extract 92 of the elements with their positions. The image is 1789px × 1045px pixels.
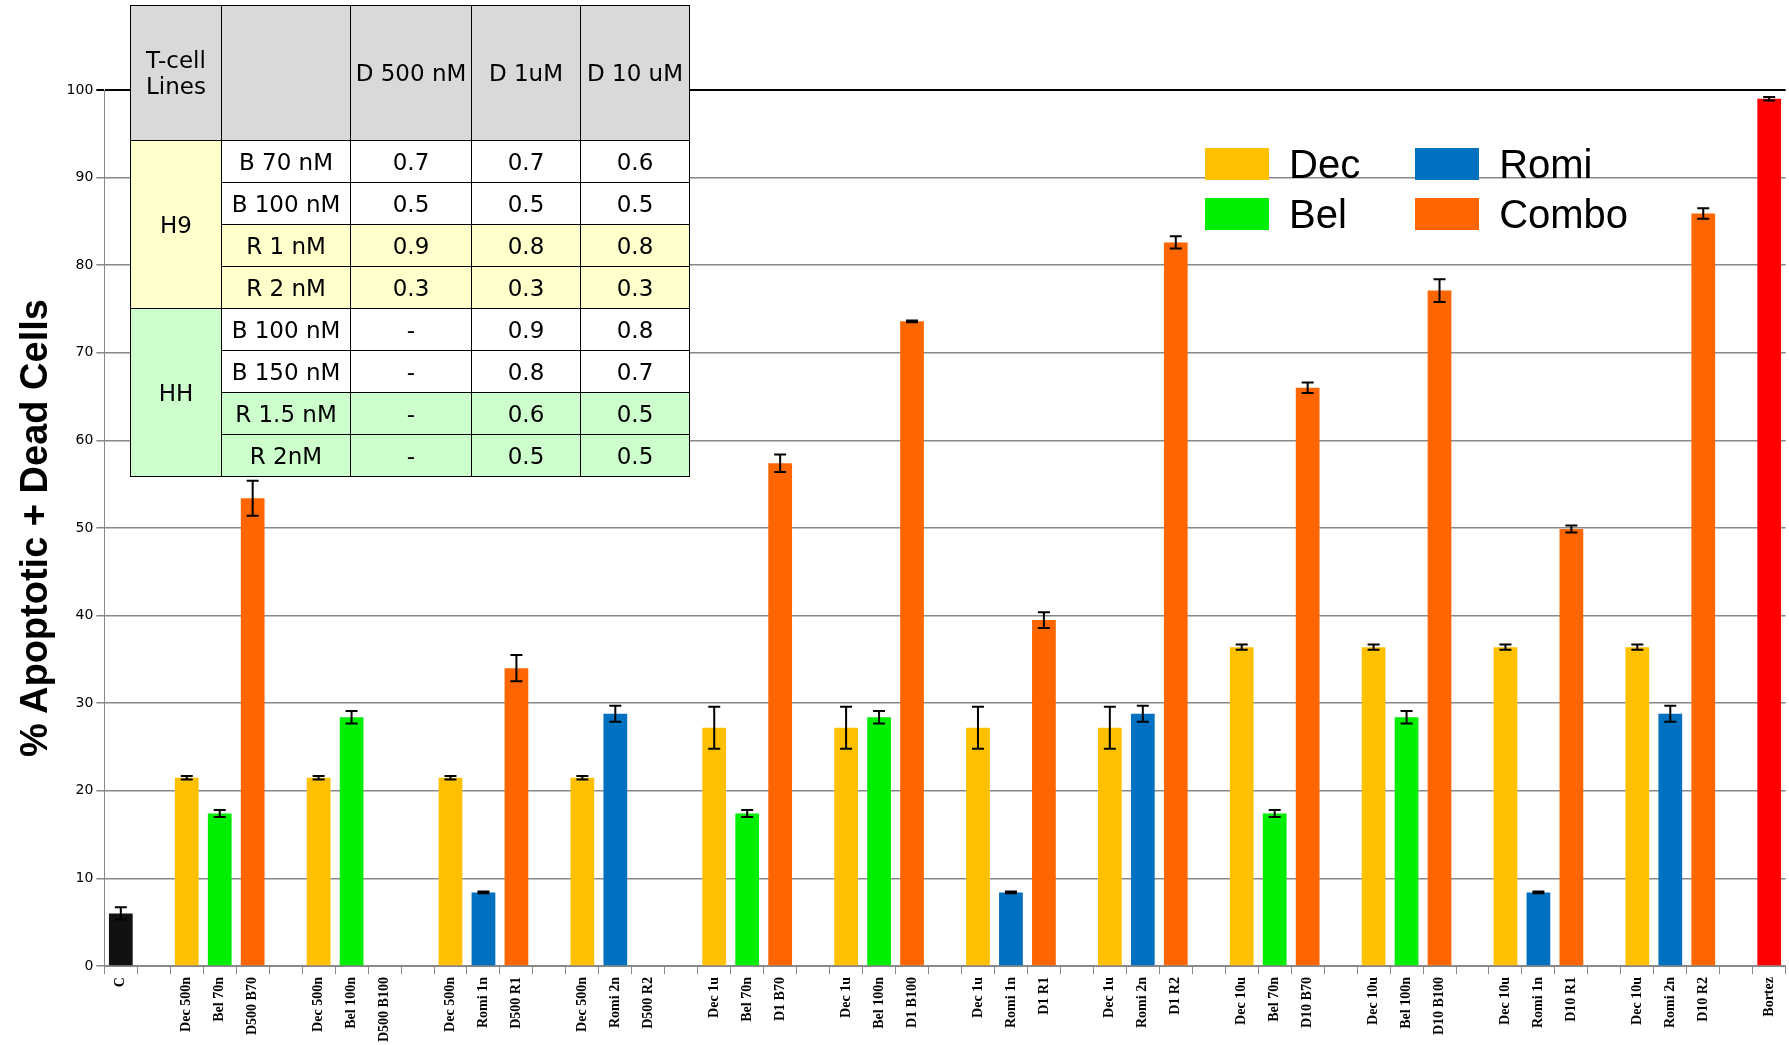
x-tick-label: Dec 500n <box>310 976 326 1032</box>
y-tick-label: 90 <box>75 168 94 185</box>
data-label: 0.6 <box>580 140 690 183</box>
x-tick-label: Dec 1u <box>705 976 721 1018</box>
x-tick-label: D10 B70 <box>1299 977 1315 1028</box>
y-tick-label: R 1.5 nM <box>221 392 351 435</box>
text: - <box>406 316 416 343</box>
y-tick-label: 40 <box>75 606 94 623</box>
x-tick-label: Dec 10u <box>1497 976 1513 1025</box>
annotation: HH <box>130 308 222 477</box>
x-tick-label: D1 B100 <box>903 977 919 1028</box>
x-tick-label: Bortez <box>1760 977 1776 1017</box>
x-tick-label: Dec 500n <box>442 976 458 1032</box>
x-tick-label: Dec 1u <box>837 976 853 1018</box>
annotation: H9 <box>130 140 222 309</box>
legend-label: Romi <box>1499 141 1593 188</box>
x-tick-label: D500 R2 <box>639 977 655 1029</box>
y-tick-label: B 70 nM <box>221 140 351 183</box>
data-label: 0.8 <box>580 308 690 351</box>
x-tick-label: D1 B70 <box>771 977 787 1021</box>
x-tick-label: D1 R1 <box>1035 977 1051 1015</box>
data-label: 0.5 <box>580 182 690 225</box>
x-tick-label: Romi 1n <box>1002 976 1018 1028</box>
text: - <box>406 442 416 469</box>
x-tick-label: Bel 70n <box>738 976 754 1022</box>
x-tick-label: Romi 1n <box>1530 976 1546 1028</box>
y-tick-label: R 2 nM <box>221 266 351 309</box>
x-tick-label: Romi 1n <box>475 976 491 1028</box>
x-tick-label: Bel 70n <box>211 976 227 1022</box>
y-axis-title: % Apoptotic + Dead Cells <box>13 299 56 757</box>
y-tick-label: 60 <box>75 431 94 448</box>
text: - <box>406 400 416 427</box>
y-tick-label: R 1 nM <box>221 224 351 267</box>
data-label: 0.7 <box>350 140 472 183</box>
data-label: 0.5 <box>471 182 581 225</box>
x-tick-label: D 1uM <box>471 5 581 141</box>
y-tick-label: 100 <box>66 80 94 97</box>
data-label: 0.7 <box>580 350 690 393</box>
x-tick-label: Romi 2n <box>606 976 622 1028</box>
x-tick-label: D 10 uM <box>580 5 690 141</box>
x-tick-label: D500 B70 <box>244 977 260 1035</box>
text: - <box>406 358 416 385</box>
y-tick-label: B 100 nM <box>221 308 351 351</box>
x-tick-label: D500 B100 <box>376 977 392 1042</box>
x-tick-label: Dec 10u <box>1628 976 1644 1025</box>
data-label: 0.3 <box>580 266 690 309</box>
data-label: 0.5 <box>471 434 581 477</box>
x-tick-label: D10 R1 <box>1563 977 1578 1022</box>
data-label: 0.8 <box>471 224 581 267</box>
y-tick-label: B 100 nM <box>221 182 351 225</box>
data-label: 0.6 <box>471 392 581 435</box>
x-tick-label: Dec 10u <box>1233 976 1249 1025</box>
x-tick-label: Bel 100n <box>343 976 359 1029</box>
x-tick-label: D10 B100 <box>1431 977 1447 1035</box>
y-tick-label: 20 <box>75 781 94 798</box>
data-label: 0.9 <box>350 224 472 267</box>
x-tick-label: D 500 nM <box>350 5 472 141</box>
data-label: 0.3 <box>350 266 472 309</box>
data-label: 0.3 <box>471 266 581 309</box>
y-tick-label: R 2nM <box>221 434 351 477</box>
data-label: 0.5 <box>580 434 690 477</box>
y-tick-label: B 150 nM <box>221 350 351 393</box>
legend-label: Dec <box>1289 141 1361 188</box>
x-tick-label: D500 R1 <box>508 977 524 1029</box>
data-label: 0.5 <box>350 182 472 225</box>
x-tick-label: Romi 2n <box>1134 976 1150 1028</box>
data-label: 0.7 <box>471 140 581 183</box>
x-tick-label: Romi 2n <box>1661 976 1677 1028</box>
data-label: 0.8 <box>471 350 581 393</box>
y-axis-title: T-cell Lines <box>130 5 222 141</box>
x-tick-label: Bel 100n <box>870 976 886 1029</box>
x-tick-label: Dec 1u <box>969 976 985 1018</box>
legend-label: Combo <box>1499 191 1629 238</box>
x-tick-label: Dec 500n <box>178 976 194 1032</box>
x-tick-label: D1 R2 <box>1167 977 1183 1015</box>
x-tick-label: C <box>112 977 128 988</box>
y-tick-label: 70 <box>75 343 94 360</box>
y-tick-label: 50 <box>75 518 94 535</box>
y-tick-label: 80 <box>75 255 94 272</box>
data-label: 0.8 <box>580 224 690 267</box>
x-tick-label: Dec 10u <box>1365 976 1381 1025</box>
x-tick-label: D10 R2 <box>1694 977 1710 1022</box>
x-tick-label: Dec 500n <box>573 976 589 1032</box>
y-tick-label: 0 <box>84 956 94 973</box>
y-tick-label: 10 <box>75 869 94 886</box>
data-label: 0.5 <box>580 392 690 435</box>
x-tick-label: Bel 70n <box>1266 976 1282 1022</box>
legend-label: Bel <box>1289 191 1347 238</box>
x-tick-label: Dec 1u <box>1101 976 1117 1018</box>
y-tick-label: 30 <box>75 693 94 710</box>
data-label: 0.9 <box>471 308 581 351</box>
x-tick-label: Bel 100n <box>1398 976 1414 1029</box>
